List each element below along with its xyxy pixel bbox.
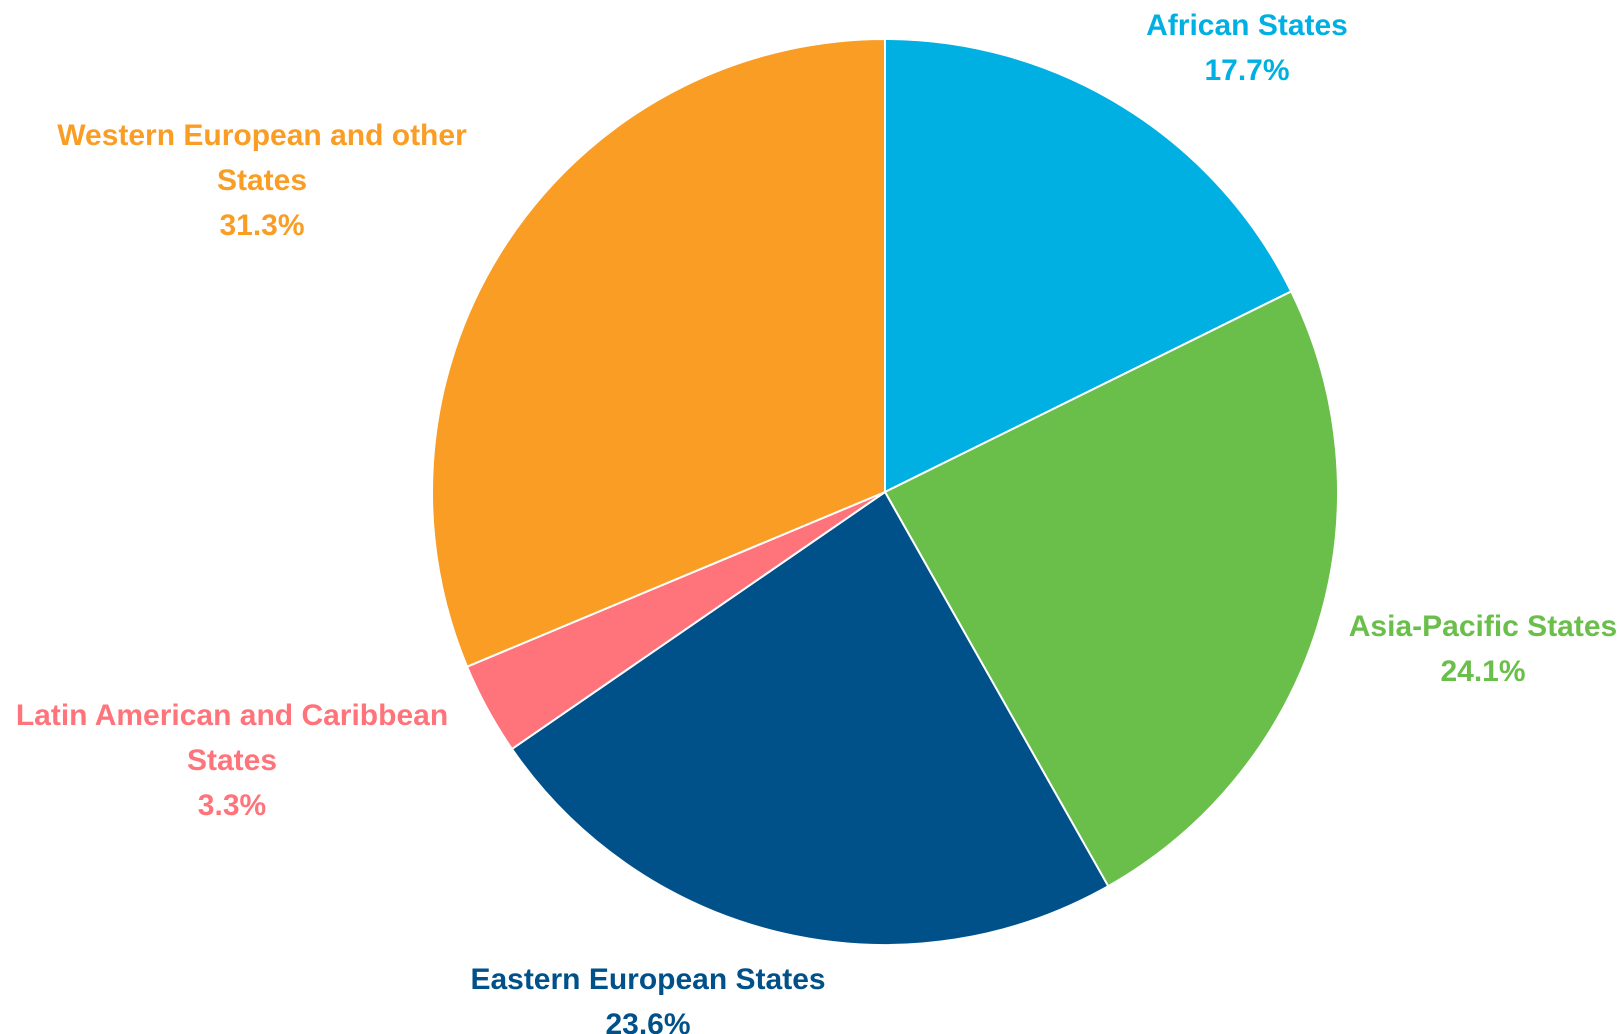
data-label-category: Western European and other — [57, 119, 467, 152]
data-label-category: Eastern European States — [470, 963, 825, 996]
data-label-value: 3.3% — [198, 789, 266, 822]
pie-slices — [431, 37, 1339, 946]
data-label-category: Asia-Pacific States — [1349, 610, 1617, 643]
data-label-african-states: African States 17.7% — [1146, 9, 1348, 87]
data-label-value: 31.3% — [219, 209, 304, 242]
pie-slice-african-states — [884, 37, 1293, 494]
data-label-category: States — [187, 744, 277, 777]
data-label-eastern-european-states: Eastern European States 23.6% — [470, 963, 825, 1034]
pie-slice-western-european-and-other-states — [431, 37, 886, 668]
pie-slice-eastern-european-states — [510, 490, 1110, 946]
data-label-western-european-and-other-states: Western European and other States 31.3% — [57, 119, 467, 242]
data-label-category: States — [217, 164, 307, 197]
data-label-latin-american-and-caribbean-states: Latin American and Caribbean States 3.3% — [16, 699, 448, 822]
pie-slice-asia-pacific-states — [883, 290, 1339, 888]
data-labels: African States 17.7% Asia-Pacific States 24… — [16, 9, 1617, 1034]
data-label-asia-pacific-states: Asia-Pacific States 24.1% — [1349, 610, 1617, 688]
data-label-value: 17.7% — [1204, 54, 1289, 87]
data-label-value: 24.1% — [1440, 655, 1525, 688]
data-label-value: 23.6% — [605, 1008, 690, 1034]
data-label-category: African States — [1146, 9, 1348, 42]
data-label-category: Latin American and Caribbean — [16, 699, 448, 732]
